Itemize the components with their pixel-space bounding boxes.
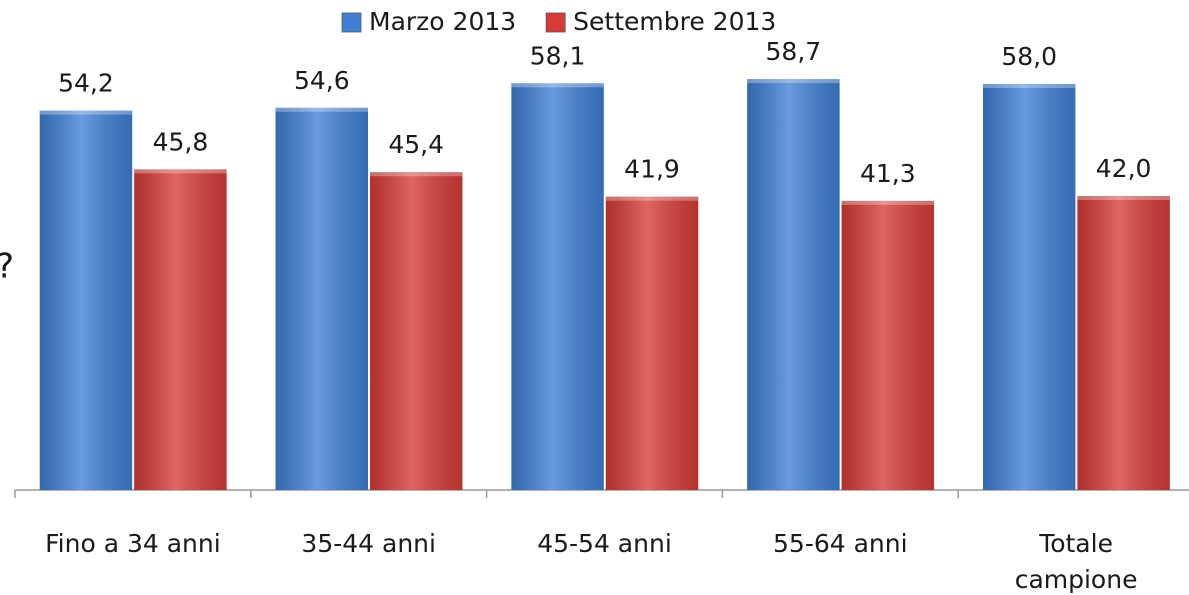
bar-shine [982,84,1076,490]
annotation: ? [0,247,14,287]
bar-cap [1077,196,1170,200]
data-label: 41,3 [860,159,916,188]
data-label: 58,0 [1001,42,1057,71]
bar-shine [369,172,463,490]
bar-cap [747,79,840,84]
bar-shine [605,196,699,490]
bar-shine [511,83,604,491]
bar-cap [369,172,463,177]
x-tick-label: 35-44 anni [301,529,436,558]
bar-cap [134,169,227,174]
bar-shine [134,169,227,490]
bar-cap [982,84,1076,88]
bar-shine [841,200,935,490]
legend-swatch [545,12,566,33]
x-tick-label: 45-54 anni [537,529,672,558]
bar-shine [1077,196,1170,490]
x-tick-label: Totale campione [1014,529,1138,594]
bar-cap [39,110,133,115]
bar-shine [747,79,840,490]
x-tick-label: 55-64 anni [773,529,908,558]
bar-cap [275,107,368,112]
data-label: 58,1 [530,41,586,70]
bar-cap [511,83,604,88]
bar-shine [39,110,133,490]
data-label: 45,8 [153,127,209,156]
legend-label: Marzo 2013 [369,7,516,36]
data-label: 54,2 [58,69,114,98]
data-label: 45,4 [388,130,444,159]
legend-label: Settembre 2013 [573,7,776,36]
bar-shine [275,107,368,491]
data-label: 41,9 [624,155,680,184]
x-tick-label: Fino a 34 anni [45,529,221,558]
legend-swatch [341,12,362,33]
bar-cap [605,196,699,201]
data-label: 54,6 [294,66,350,95]
data-label: 58,7 [766,37,822,66]
bar-cap [841,200,935,205]
data-label: 42,0 [1096,154,1152,183]
